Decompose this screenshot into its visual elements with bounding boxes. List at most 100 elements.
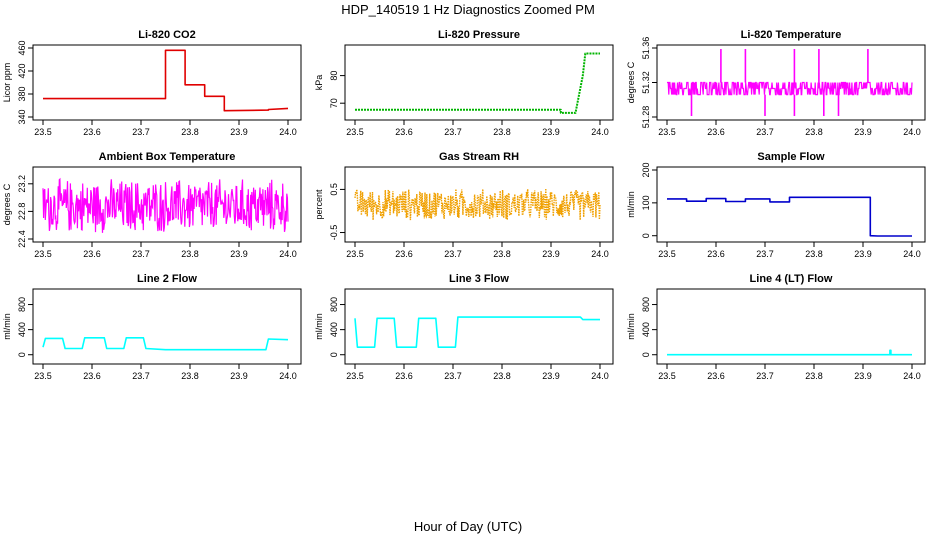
y-tick-label: 420 — [17, 63, 27, 78]
series-line — [667, 196, 912, 237]
series-line — [43, 49, 289, 112]
x-tick-label: 23.5 — [658, 127, 676, 137]
x-tick-label: 23.6 — [395, 371, 413, 381]
x-tick-label: 23.7 — [132, 249, 150, 259]
panel-5: Gas Stream RH 23.5 23.6 23.7 23.8 23.9 24.0 -0.… — [314, 151, 614, 259]
x-tick-label: 23.6 — [395, 249, 413, 259]
panel-title: Gas Stream RH — [439, 151, 519, 163]
y-axis-label: ml/min — [626, 191, 636, 218]
y-tick-label: 0 — [17, 352, 27, 357]
x-tick-label: 23.6 — [707, 127, 725, 137]
series-line — [354, 316, 600, 348]
y-tick-label: 340 — [17, 109, 27, 124]
panel-1: Li-820 CO2 23.5 23.6 23.7 23.8 23.9 24.0 340 380… — [2, 29, 302, 137]
panel-7: Line 2 Flow 23.5 23.6 23.7 23.8 23.9 24.0 0 400 8… — [2, 273, 302, 381]
x-tick-label: 23.8 — [493, 249, 511, 259]
y-tick-label: 22.4 — [17, 230, 27, 248]
y-tick-label: 800 — [17, 297, 27, 312]
panel-title: Line 2 Flow — [137, 273, 197, 285]
panel-6: Sample Flow 23.5 23.6 23.7 23.8 23.9 24.0 0 100 2… — [626, 151, 926, 259]
x-tick-label: 23.9 — [230, 249, 248, 259]
plot-frame — [344, 44, 614, 121]
panel-title: Li-820 Temperature — [741, 29, 842, 41]
x-tick-label: 24.0 — [903, 127, 921, 137]
panel-3: Li-820 Temperature 23.5 23.6 23.7 23.8 23.9 24… — [626, 29, 926, 137]
y-tick-label: 800 — [641, 297, 651, 312]
x-tick-label: 23.6 — [707, 249, 725, 259]
plot-frame — [656, 44, 926, 121]
panel-title: Line 3 Flow — [449, 273, 509, 285]
series-line — [355, 52, 600, 114]
x-tick-label: 23.5 — [34, 371, 52, 381]
panel-title: Sample Flow — [757, 151, 825, 163]
y-tick-label: 51.28 — [641, 106, 651, 129]
x-tick-label: 23.7 — [756, 127, 774, 137]
y-tick-label: 0.5 — [329, 183, 339, 196]
x-tick-label: 23.8 — [493, 127, 511, 137]
y-axis-label: Licor ppm — [2, 63, 12, 103]
x-tick-label: 23.9 — [854, 371, 872, 381]
series-line — [42, 177, 289, 233]
y-tick-label: 0 — [641, 352, 651, 357]
x-tick-label: 23.9 — [542, 249, 560, 259]
x-tick-label: 23.6 — [83, 371, 101, 381]
y-axis-label: degrees C — [2, 183, 12, 225]
y-tick-label: 70 — [329, 98, 339, 108]
x-tick-label: 23.8 — [181, 127, 199, 137]
panel-9: Line 4 (LT) Flow 23.5 23.6 23.7 23.8 23.9 24.0… — [626, 273, 926, 381]
x-axis-label: Hour of Day (UTC) — [413, 519, 523, 534]
x-tick-label: 23.6 — [707, 371, 725, 381]
x-tick-label: 23.5 — [346, 127, 364, 137]
x-tick-label: 23.7 — [132, 371, 150, 381]
x-tick-label: 23.5 — [34, 127, 52, 137]
y-axis-label: kPa — [314, 75, 324, 91]
y-tick-label: 80 — [329, 71, 339, 81]
x-tick-label: 23.5 — [346, 249, 364, 259]
x-tick-label: 24.0 — [591, 127, 609, 137]
y-axis-label: ml/min — [2, 313, 12, 340]
x-tick-label: 23.7 — [444, 371, 462, 381]
panel-title: Li-820 Pressure — [438, 29, 520, 41]
page-title: HDP_140519 1 Hz Diagnostics Zoomed PM — [341, 2, 595, 17]
y-axis-label: ml/min — [314, 313, 324, 340]
x-tick-label: 23.5 — [658, 371, 676, 381]
y-tick-label: 23.2 — [17, 175, 27, 193]
y-axis-label: ml/min — [626, 313, 636, 340]
y-tick-label: 51.36 — [641, 37, 651, 60]
series-line — [354, 188, 601, 221]
x-tick-label: 24.0 — [903, 249, 921, 259]
x-tick-label: 23.5 — [346, 371, 364, 381]
x-tick-label: 23.5 — [658, 249, 676, 259]
x-tick-label: 23.7 — [132, 127, 150, 137]
panel-2: Li-820 Pressure 23.5 23.6 23.7 23.8 23.9 24.0 7… — [314, 29, 614, 137]
x-tick-label: 23.9 — [542, 127, 560, 137]
y-tick-label: 100 — [641, 195, 651, 210]
x-tick-label: 23.8 — [805, 371, 823, 381]
x-tick-label: 23.5 — [34, 249, 52, 259]
y-axis-label: percent — [314, 189, 324, 220]
x-tick-label: 23.8 — [181, 249, 199, 259]
x-tick-label: 23.7 — [444, 127, 462, 137]
panel-title: Line 4 (LT) Flow — [750, 273, 833, 285]
x-tick-label: 24.0 — [279, 249, 297, 259]
panel-4: Ambient Box Temperature 23.5 23.6 23.7 23.8 2… — [2, 151, 302, 259]
y-tick-label: 460 — [17, 40, 27, 55]
x-tick-label: 24.0 — [591, 371, 609, 381]
plot-frame — [32, 44, 302, 121]
x-tick-label: 23.8 — [181, 371, 199, 381]
panel-title: Ambient Box Temperature — [99, 151, 236, 163]
x-tick-label: 23.7 — [444, 249, 462, 259]
x-tick-label: 23.9 — [854, 127, 872, 137]
x-tick-label: 24.0 — [279, 371, 297, 381]
y-tick-label: 400 — [329, 322, 339, 337]
x-tick-label: 23.9 — [854, 249, 872, 259]
plot-frame — [656, 166, 926, 243]
x-tick-label: 23.7 — [756, 249, 774, 259]
y-tick-label: 0 — [329, 352, 339, 357]
y-tick-label: 200 — [641, 162, 651, 177]
plot-frame — [32, 288, 302, 365]
y-axis-label: degrees C — [626, 61, 636, 103]
x-tick-label: 24.0 — [279, 127, 297, 137]
plot-frame — [32, 166, 302, 243]
